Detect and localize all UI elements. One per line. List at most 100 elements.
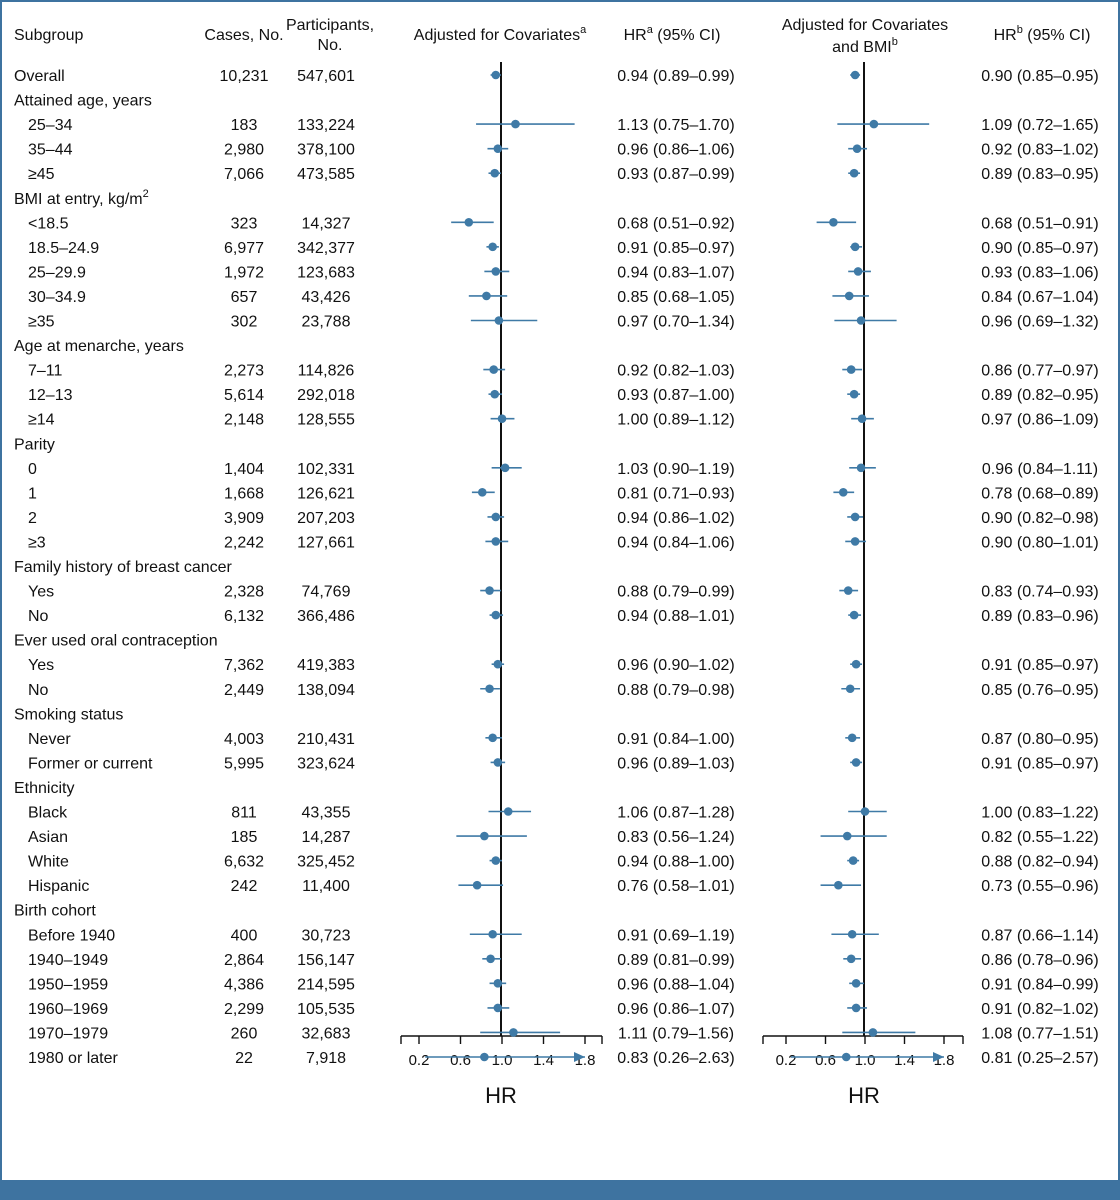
row-label: No [28, 608, 49, 625]
hr-point-2 [847, 733, 857, 743]
hr-point-2 [834, 880, 843, 890]
row-label: 1 [28, 485, 37, 502]
row-label: Black [28, 805, 68, 822]
row-cases: 323 [231, 215, 258, 232]
row-participants: 7,918 [306, 1050, 346, 1067]
row-hr-ci-1: 0.96 (0.86–1.07) [617, 1001, 734, 1018]
hr1-suffix: (95% CI) [653, 27, 721, 44]
hr-point-2 [842, 831, 852, 841]
row-cases: 2,328 [224, 584, 264, 601]
hr-point-2 [849, 168, 859, 178]
hr-point-2 [851, 1003, 861, 1013]
hr-point-1 [491, 610, 501, 620]
row-hr-ci-1: 0.91 (0.85–0.97) [617, 240, 734, 257]
row-participants: 210,431 [297, 731, 355, 748]
row-hr-ci-1: 0.88 (0.79–0.98) [617, 682, 734, 699]
row-label: 35–44 [28, 142, 73, 159]
row-participants: 14,327 [302, 215, 351, 232]
group-header-label: Ever used oral contraception [14, 633, 218, 650]
row-cases: 2,148 [224, 412, 264, 429]
row-participants: 366,486 [297, 608, 355, 625]
row-participants: 547,601 [297, 68, 355, 85]
hr-point-1 [489, 365, 499, 374]
row-participants: 419,383 [297, 657, 355, 674]
row-cases: 10,231 [220, 68, 269, 85]
row-cases: 4,003 [224, 731, 264, 748]
row-hr-ci-2: 0.96 (0.69–1.32) [981, 314, 1098, 331]
row-hr-ci-2: 0.86 (0.78–0.96) [981, 952, 1098, 969]
row-label: 18.5–24.9 [28, 240, 99, 257]
row-hr-ci-2: 0.73 (0.55–0.96) [981, 878, 1098, 895]
row-participants: 14,287 [302, 829, 351, 846]
hr-point-2 [844, 291, 854, 301]
row-label: 25–34 [28, 117, 73, 134]
header-hr2: HRb (95% CI) [994, 24, 1091, 44]
group-header-label: Attained age, years [14, 93, 152, 110]
hr-point-2 [856, 463, 866, 473]
hr-point-1 [494, 316, 504, 325]
group-header: Family history of breast cancer [14, 559, 233, 576]
row-label: 25–29.9 [28, 264, 86, 281]
row-cases: 5,614 [224, 387, 264, 404]
row-participants: 102,331 [297, 461, 355, 478]
hr-point-1 [464, 218, 474, 227]
row-cases: 4,386 [224, 976, 264, 993]
hr-point-2 [851, 979, 861, 988]
row-hr-ci-2: 0.90 (0.85–0.97) [981, 240, 1098, 257]
row-cases: 1,404 [224, 461, 264, 478]
row-hr-ci-1: 0.94 (0.88–1.01) [617, 608, 734, 625]
hr-point-2 [851, 659, 861, 669]
row-label: Yes [28, 584, 54, 601]
panel1-title-sup: a [580, 24, 587, 36]
row-hr-ci-1: 0.93 (0.87–0.99) [617, 166, 734, 183]
row-hr-ci-1: 1.06 (0.87–1.28) [617, 805, 734, 822]
row-hr-ci-2: 0.92 (0.83–1.02) [981, 142, 1098, 159]
row-hr-ci-1: 1.11 (0.79–1.56) [618, 1025, 734, 1042]
row-hr-ci-2: 1.09 (0.72–1.65) [981, 117, 1098, 134]
row-participants: 323,624 [297, 755, 355, 772]
group-header-label: Age at menarche, years [14, 338, 184, 355]
row-participants: 292,018 [297, 387, 355, 404]
header-panel2-title-line1: Adjusted for Covariates [782, 17, 948, 34]
hr-point-1 [493, 979, 503, 988]
column-headers: Subgroup Cases, No. Participants, No. Ad… [14, 17, 1090, 56]
x-axis-label-2: HR [848, 1083, 880, 1108]
hr-point-2 [829, 218, 838, 227]
header-participants-line2: No. [318, 37, 343, 54]
row-label: Asian [28, 829, 68, 846]
group-header: BMI at entry, kg/m2 [14, 188, 149, 208]
row-label: Never [28, 731, 71, 748]
hr-point-1 [477, 488, 487, 497]
hr-point-2 [856, 316, 866, 325]
ci-arrow-1 [574, 1052, 585, 1062]
hr-point-1 [480, 831, 489, 841]
row-hr-ci-2: 1.00 (0.83–1.22) [981, 805, 1098, 822]
row-hr-ci-2: 0.68 (0.51–0.91) [981, 215, 1098, 232]
row-label: ≥3 [28, 534, 46, 551]
hr-point-2 [850, 70, 860, 80]
hr-point-1 [490, 168, 500, 178]
hr-point-2 [843, 586, 853, 595]
row-cases: 3,909 [224, 510, 264, 527]
row-hr-ci-1: 0.68 (0.51–0.92) [617, 215, 734, 232]
row-cases: 185 [231, 829, 258, 846]
hr-point-2 [853, 267, 863, 276]
hr-point-1 [511, 119, 520, 129]
hr-point-2 [846, 954, 856, 964]
row-hr-ci-2: 1.08 (0.77–1.51) [981, 1025, 1098, 1042]
hr-point-2 [846, 365, 856, 374]
x-tick-label-2: 1.0 [855, 1052, 876, 1069]
panel2-title-sup: b [892, 36, 898, 48]
row-cases: 6,977 [224, 240, 264, 257]
row-hr-ci-1: 0.92 (0.82–1.03) [617, 363, 734, 380]
row-label: Before 1940 [28, 927, 115, 944]
row-label: Yes [28, 657, 54, 674]
row-hr-ci-1: 0.76 (0.58–1.01) [617, 878, 734, 895]
row-hr-ci-2: 0.90 (0.85–0.95) [981, 68, 1098, 85]
row-participants: 325,452 [297, 854, 355, 871]
hr-point-1 [490, 389, 500, 399]
header-subgroup: Subgroup [14, 27, 83, 44]
row-label: 1960–1969 [28, 1001, 108, 1018]
group-header: Ethnicity [14, 780, 74, 797]
